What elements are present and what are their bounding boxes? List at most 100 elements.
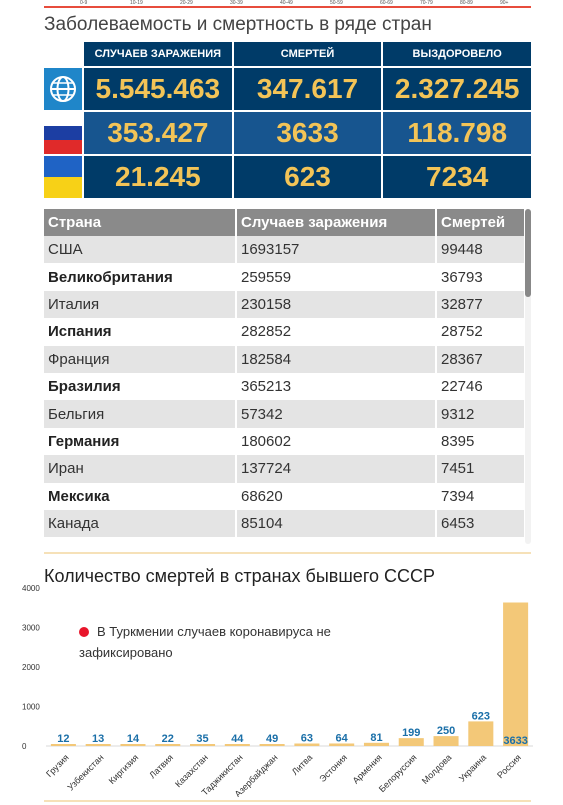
deaths-cell: 36793 xyxy=(435,263,524,291)
table-row: Италия 230158 32877 xyxy=(44,290,524,319)
age-tick: 10-19 xyxy=(130,0,143,4)
table-row xyxy=(44,537,524,544)
age-axis-line xyxy=(44,6,531,8)
category-label: Армения xyxy=(351,752,384,785)
y-tick-label: 0 xyxy=(22,742,27,751)
table-scrollbar[interactable] xyxy=(525,209,531,544)
country-cell: Испания xyxy=(44,318,236,346)
y-tick-label: 3000 xyxy=(22,624,40,633)
cases-cell: 57342 xyxy=(235,400,436,428)
category-label: Молдова xyxy=(420,752,454,786)
country-cell: Бразилия xyxy=(44,372,236,401)
cases-cell xyxy=(235,537,436,544)
deaths-cell: 6453 xyxy=(435,509,524,538)
chart-note: В Туркмении случаев коронавируса не зафи… xyxy=(79,621,379,663)
deaths-cell: 28752 xyxy=(435,318,524,346)
bar xyxy=(120,744,146,746)
age-tick: 50-59 xyxy=(330,0,343,4)
countries-table: Страна Случаев заражения Смертей США 1693… xyxy=(44,209,524,544)
country-cell: Мексика xyxy=(44,482,236,510)
chart-title: Количество смертей в странах бывшего ССС… xyxy=(44,566,435,586)
world-recovered-value: 2.327.245 xyxy=(383,68,532,110)
note-text: В Туркмении случаев коронавируса не зафи… xyxy=(79,624,331,660)
category-label: Россия xyxy=(495,752,523,780)
category-label: Узбекистан xyxy=(65,752,105,792)
deaths-cell: 9312 xyxy=(435,400,524,428)
cases-cell: 137724 xyxy=(235,455,436,483)
stats-header-recovered: ВЫЗДОРОВЕЛО xyxy=(383,42,532,66)
russia-flag-icon xyxy=(44,112,82,154)
stats-row-world: 5.545.463 347.617 2.327.245 xyxy=(44,68,532,110)
bar xyxy=(433,736,459,746)
bar-value-label: 49 xyxy=(266,733,278,745)
category-label: Грузия xyxy=(44,752,71,779)
bar xyxy=(190,744,216,746)
bar-value-label: 250 xyxy=(437,725,455,737)
cases-cell: 282852 xyxy=(235,318,436,346)
age-axis-strip: 0-9 10-19 20-29 30-39 40-49 50-59 60-69 … xyxy=(44,0,531,8)
bar-value-label: 22 xyxy=(162,733,174,745)
country-cell: США xyxy=(44,236,236,264)
russia-cases-value: 353.427 xyxy=(84,112,232,154)
column-header-deaths[interactable]: Смертей xyxy=(435,209,524,236)
cases-cell: 85104 xyxy=(235,509,436,538)
bar-value-label: 623 xyxy=(472,710,490,722)
cases-cell: 259559 xyxy=(235,263,436,291)
bar-value-label: 35 xyxy=(196,733,208,745)
table-row: Германия 180602 8395 xyxy=(44,427,524,456)
world-deaths-value: 347.617 xyxy=(233,68,382,110)
bar xyxy=(329,743,355,746)
age-tick: 30-39 xyxy=(230,0,243,4)
bar xyxy=(85,744,111,746)
stats-header-deaths: СМЕРТЕЙ xyxy=(233,42,382,66)
category-label: Латвия xyxy=(147,752,175,780)
bar-value-label: 3633 xyxy=(503,735,527,747)
cases-cell: 365213 xyxy=(235,372,436,401)
table-row: США 1693157 99448 xyxy=(44,236,524,264)
country-cell: Италия xyxy=(44,290,236,319)
country-cell: Великобритания xyxy=(44,263,236,291)
stats-row-ukraine: 21.245 623 7234 xyxy=(44,156,532,198)
bar xyxy=(398,738,424,746)
stats-row-russia: 353.427 3633 118.798 xyxy=(44,112,532,154)
section-divider xyxy=(44,552,531,554)
age-tick: 20-29 xyxy=(180,0,193,4)
table-row: Франция 182584 28367 xyxy=(44,345,524,373)
note-bullet-icon xyxy=(79,627,89,637)
stats-board: СЛУЧАЕВ ЗАРАЖЕНИЯ СМЕРТЕЙ ВЫЗДОРОВЕЛО 5.… xyxy=(44,42,532,198)
table-row: Бельгия 57342 9312 xyxy=(44,400,524,428)
deaths-cell: 22746 xyxy=(435,372,524,401)
age-tick: 70-79 xyxy=(420,0,433,4)
country-cell xyxy=(44,537,236,544)
bar xyxy=(155,744,181,746)
bottom-divider xyxy=(44,800,531,802)
category-label: Киргизия xyxy=(107,752,141,786)
table-row: Канада 85104 6453 xyxy=(44,509,524,538)
bar xyxy=(259,744,285,746)
cases-cell: 68620 xyxy=(235,482,436,510)
deaths-cell: 28367 xyxy=(435,345,524,373)
bar xyxy=(468,721,494,746)
deaths-cell xyxy=(435,537,524,544)
age-tick: 90+ xyxy=(500,0,509,4)
table-row: Испания 282852 28752 xyxy=(44,318,524,346)
y-tick-label: 4000 xyxy=(22,584,40,593)
table-scrollbar-thumb[interactable] xyxy=(525,209,531,297)
age-tick: 0-9 xyxy=(80,0,88,4)
age-tick: 60-69 xyxy=(380,0,393,4)
column-header-cases[interactable]: Случаев заражения xyxy=(235,209,436,236)
russia-recovered-value: 118.798 xyxy=(383,112,532,154)
age-tick: 80-89 xyxy=(460,0,473,4)
category-label: Литва xyxy=(290,752,315,777)
countries-table-container[interactable]: Страна Случаев заражения Смертей США 1693… xyxy=(44,209,531,544)
column-header-country[interactable]: Страна xyxy=(44,209,236,236)
bar-value-label: 63 xyxy=(301,733,313,745)
bar xyxy=(503,602,529,746)
page-title: Заболеваемость и смертность в ряде стран xyxy=(44,14,432,35)
bar-value-label: 13 xyxy=(92,733,104,745)
cases-cell: 1693157 xyxy=(235,236,436,264)
bar-value-label: 64 xyxy=(336,732,349,744)
country-cell: Германия xyxy=(44,427,236,456)
deaths-cell: 99448 xyxy=(435,236,524,264)
table-row: Бразилия 365213 22746 xyxy=(44,372,524,401)
